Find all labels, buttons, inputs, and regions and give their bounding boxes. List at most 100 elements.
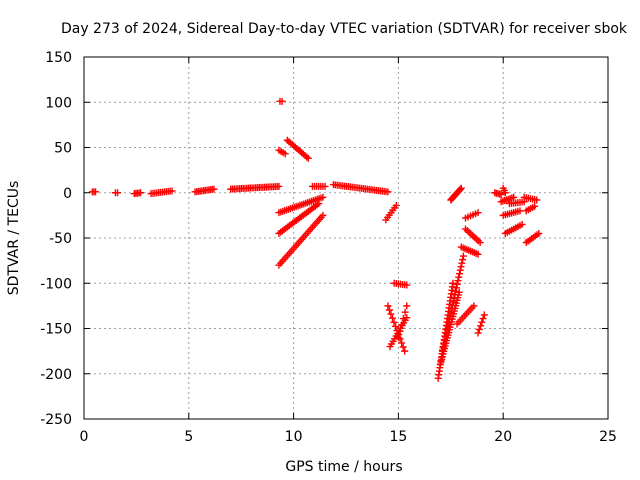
data-point — [315, 200, 323, 208]
x-tick-label: 0 — [80, 429, 89, 445]
data-point — [474, 250, 482, 258]
data-point — [447, 308, 455, 316]
data-point — [454, 277, 462, 285]
data-point — [387, 310, 395, 318]
data-point — [384, 302, 392, 310]
data-point — [449, 279, 457, 287]
data-point — [392, 322, 400, 330]
data-point — [398, 321, 406, 329]
data-point — [321, 182, 329, 190]
data-point — [474, 329, 482, 337]
data-point — [480, 311, 488, 319]
y-axis-ticks: -250 -200 -150 -100 -50 0 50 100 150 — [40, 50, 608, 428]
data-point — [459, 252, 467, 260]
data-point — [456, 266, 464, 274]
data-point — [450, 294, 458, 302]
data-point — [444, 322, 452, 330]
data-point — [319, 193, 327, 201]
data-point — [452, 287, 460, 295]
data-point — [456, 185, 464, 193]
data-point — [445, 315, 453, 323]
data-point — [476, 239, 484, 247]
data-point — [449, 298, 457, 306]
y-tick-label: 0 — [63, 186, 72, 202]
data-point — [535, 229, 543, 237]
data-point — [439, 344, 447, 352]
data-point — [477, 322, 485, 330]
data-point — [438, 347, 446, 355]
data-point — [455, 288, 463, 296]
y-tick-label: -50 — [49, 231, 72, 247]
data-point — [516, 207, 524, 215]
x-tick-label: 5 — [184, 429, 193, 445]
data-point — [303, 153, 311, 161]
data-point — [449, 301, 457, 309]
data-point — [458, 259, 466, 267]
data-point — [457, 263, 465, 271]
data-point — [399, 343, 407, 351]
data-point — [474, 209, 482, 217]
y-axis-label: SDTVAR / TECUs — [6, 181, 22, 296]
data-point — [497, 191, 505, 199]
data-point — [385, 306, 393, 314]
data-point — [445, 319, 453, 327]
data-point — [459, 256, 467, 264]
data-point — [401, 347, 409, 355]
data-point — [475, 325, 483, 333]
x-tick-label: 25 — [599, 429, 617, 445]
y-tick-label: 100 — [45, 95, 72, 111]
data-point — [275, 182, 283, 190]
y-tick-label: -100 — [40, 276, 72, 292]
x-tick-label: 10 — [285, 429, 303, 445]
data-points — [88, 97, 543, 382]
data-point — [92, 188, 100, 196]
data-point — [210, 185, 218, 193]
x-tick-label: 20 — [494, 429, 512, 445]
data-point — [403, 314, 411, 322]
data-point — [304, 154, 312, 162]
data-point — [394, 334, 402, 342]
data-point — [479, 315, 487, 323]
data-point — [398, 339, 406, 347]
data-point — [443, 326, 451, 334]
data-point — [470, 302, 478, 310]
data-point — [453, 280, 461, 288]
data-point — [442, 333, 450, 341]
data-point — [440, 340, 448, 348]
y-tick-label: -250 — [40, 412, 72, 428]
y-tick-label: -150 — [40, 322, 72, 338]
data-point — [448, 305, 456, 313]
x-axis-ticks: 0 5 10 15 20 25 — [80, 57, 617, 445]
data-point — [441, 337, 449, 345]
data-point — [399, 315, 407, 323]
data-point — [455, 273, 463, 281]
data-point — [533, 196, 541, 204]
data-point — [401, 308, 409, 316]
data-point — [478, 318, 486, 326]
data-point — [531, 202, 539, 210]
data-point — [457, 184, 465, 192]
y-tick-label: 50 — [54, 141, 72, 157]
data-point — [501, 189, 509, 197]
data-point — [319, 211, 327, 219]
data-point — [388, 314, 396, 322]
data-point — [281, 150, 289, 158]
data-point — [392, 201, 400, 209]
data-point — [455, 270, 463, 278]
data-point — [396, 327, 404, 335]
grid-lines — [84, 57, 608, 419]
data-point — [518, 220, 526, 228]
data-point — [168, 187, 176, 195]
chart-title: Day 273 of 2024, Sidereal Day-to-day VTE… — [61, 21, 628, 37]
y-tick-label: 150 — [45, 50, 72, 66]
x-tick-label: 15 — [389, 429, 407, 445]
data-point — [446, 312, 454, 320]
x-axis-label: GPS time / hours — [285, 459, 402, 475]
data-point — [403, 302, 411, 310]
y-tick-label: -200 — [40, 367, 72, 383]
data-point — [451, 291, 459, 299]
data-point — [278, 97, 286, 105]
data-point — [114, 189, 122, 197]
data-point — [403, 281, 411, 289]
